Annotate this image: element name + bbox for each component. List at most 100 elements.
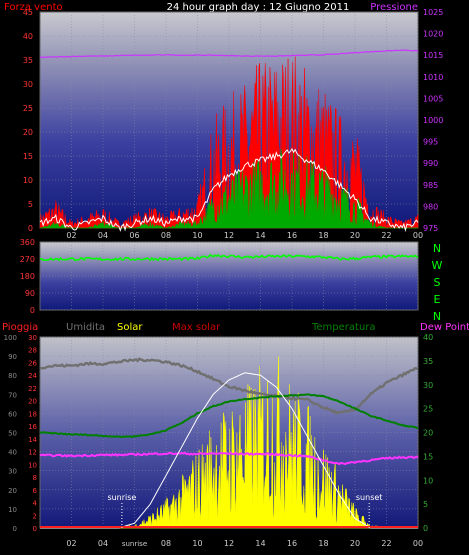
y-tick-rain: 6: [33, 487, 38, 495]
right-axis-title: Pressione: [370, 2, 418, 13]
x-tick: 10: [192, 232, 202, 241]
y-tick-pressure: 980: [423, 202, 438, 211]
x-tick: 10: [192, 231, 202, 240]
compass-label: E: [434, 293, 441, 306]
y-tick-temperature: 40: [423, 333, 433, 342]
x-tick: 08: [161, 539, 171, 548]
x-tick: 04: [98, 232, 108, 241]
axis-ticks: 4540353025201510501025102010151010100510…: [4, 8, 444, 548]
y-tick-rain: 2: [33, 512, 37, 520]
y-tick-wind: 5: [28, 200, 33, 209]
legend-solar: Solar: [117, 322, 143, 333]
y-tick-wind: 30: [23, 80, 33, 89]
y-tick-direction: 90: [25, 289, 35, 298]
dew-point-series: [39, 451, 419, 466]
wind-direction-series: [39, 253, 419, 262]
y-tick-wind: 25: [23, 104, 33, 113]
y-tick-humidity: 40: [8, 449, 17, 457]
y-tick-temperature: 35: [423, 357, 433, 366]
x-tick: 20: [350, 231, 360, 240]
x-tick: 08: [161, 231, 171, 240]
chart-title: 24 hour graph day : 12 Giugno 2011: [167, 2, 350, 13]
y-tick-rain: 30: [28, 334, 37, 342]
x-tick: 08: [161, 232, 171, 241]
sunrise-label: sunrise: [107, 493, 136, 502]
x-tick: 14: [255, 232, 265, 241]
left-axis-title: Forza vento: [4, 2, 63, 13]
y-tick-wind: 35: [23, 56, 33, 65]
y-tick-pressure: 1025: [423, 8, 443, 17]
x-tick: 06: [129, 232, 139, 241]
legend-dew-point: Dew Point: [420, 322, 469, 333]
y-tick-humidity: 50: [8, 430, 17, 438]
x-tick: 04: [98, 539, 108, 548]
x-tick: 10: [192, 539, 202, 548]
y-tick-pressure: 1020: [423, 30, 443, 39]
x-tick: sunrise: [122, 540, 147, 548]
y-tick-direction: 0: [30, 306, 35, 315]
plot-series: [39, 49, 419, 529]
x-tick: 04: [98, 231, 108, 240]
x-tick: 18: [318, 231, 328, 240]
y-tick-rain: 4: [33, 500, 38, 508]
pressure-series: [39, 49, 419, 59]
y-tick-rain: 14: [28, 436, 37, 444]
compass-label: W: [432, 259, 443, 272]
x-tick: 00: [413, 232, 423, 241]
y-tick-direction: 180: [20, 272, 35, 281]
y-tick-humidity: 0: [13, 525, 17, 533]
x-tick: 00: [413, 231, 423, 240]
x-tick: 06: [129, 231, 139, 240]
x-tick: 02: [66, 539, 76, 548]
x-tick: 12: [224, 231, 234, 240]
wind-average-series: [39, 149, 418, 229]
y-tick-pressure: 975: [423, 224, 438, 233]
y-tick-wind: 45: [23, 8, 33, 17]
y-tick-pressure: 1010: [423, 73, 443, 82]
y-tick-pressure: 1000: [423, 116, 443, 125]
x-tick: 18: [318, 539, 328, 548]
y-tick-wind: 10: [23, 176, 33, 185]
y-tick-wind: 20: [23, 128, 33, 137]
y-tick-rain: 24: [28, 372, 37, 380]
x-tick: 02: [66, 231, 76, 240]
y-tick-humidity: 10: [8, 506, 17, 514]
y-tick-humidity: 90: [8, 353, 17, 361]
y-tick-rain: 8: [33, 474, 37, 482]
y-tick-wind: 40: [23, 32, 33, 41]
y-tick-pressure: 1015: [423, 51, 443, 60]
y-tick-temperature: 15: [423, 452, 433, 461]
y-tick-rain: 20: [28, 398, 37, 406]
y-tick-temperature: 20: [423, 429, 433, 438]
y-tick-temperature: 10: [423, 476, 433, 485]
x-tick: 22: [381, 539, 391, 548]
y-tick-humidity: 20: [8, 487, 17, 495]
y-tick-rain: 10: [28, 461, 37, 469]
y-tick-humidity: 30: [8, 468, 17, 476]
x-tick: 16: [287, 232, 297, 241]
legend-humidity: Umidita: [66, 322, 105, 333]
x-tick: 12: [224, 539, 234, 548]
y-tick-rain: 0: [33, 525, 37, 533]
y-tick-pressure: 990: [423, 159, 438, 168]
sunset-label: sunset: [356, 493, 383, 502]
y-tick-temperature: 0: [423, 524, 428, 533]
legend-max-solar: Max solar: [172, 322, 221, 333]
compass-label: N: [433, 242, 441, 255]
x-tick: 20: [350, 232, 360, 241]
gust-series: [39, 148, 419, 233]
x-tick: 16: [287, 539, 297, 548]
legend: Pioggia Umidita Solar Max solar Temperat…: [2, 322, 469, 333]
y-tick-humidity: 100: [4, 334, 17, 342]
x-tick: 12: [224, 232, 234, 241]
x-tick: 18: [318, 232, 328, 241]
legend-temperature: Temperatura: [311, 322, 376, 333]
x-tick: 02: [66, 232, 76, 241]
y-tick-rain: 26: [28, 359, 37, 367]
y-tick-temperature: 30: [423, 381, 433, 390]
compass-label: S: [434, 276, 441, 289]
y-tick-humidity: 80: [8, 372, 17, 380]
y-tick-humidity: 70: [8, 391, 17, 399]
y-tick-wind: 0: [28, 224, 33, 233]
